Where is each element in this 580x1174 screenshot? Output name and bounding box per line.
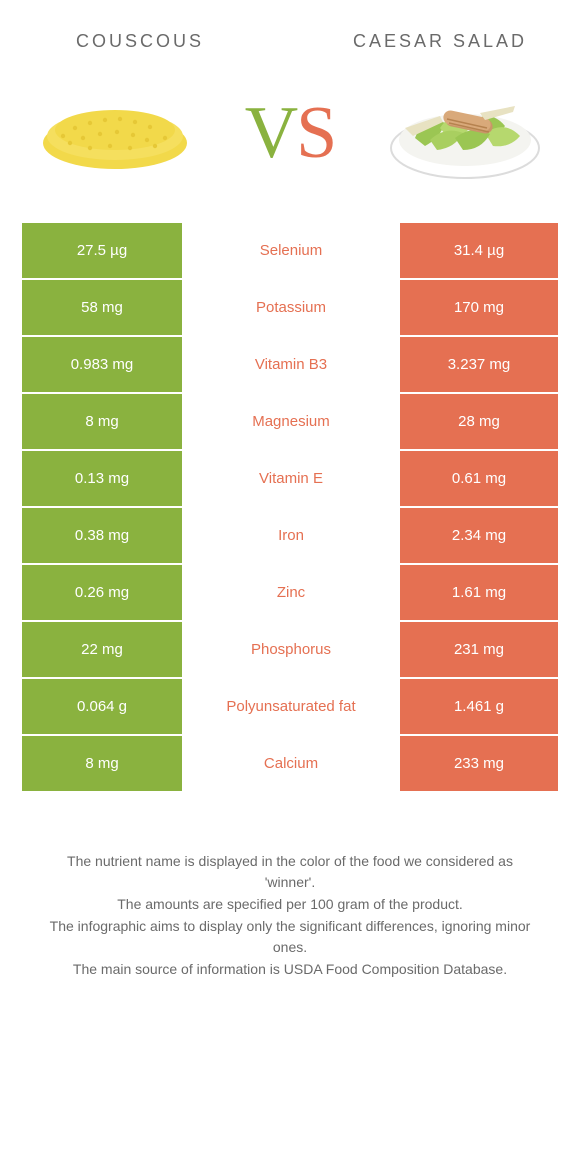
table-row: 8 mgMagnesium28 mg (22, 392, 558, 449)
right-value: 233 mg (398, 736, 558, 791)
footnote-2: The amounts are specified per 100 gram o… (40, 894, 540, 914)
table-row: 0.064 gPolyunsaturated fat1.461 g (22, 677, 558, 734)
right-value: 1.461 g (398, 679, 558, 734)
table-row: 22 mgPhosphorus231 mg (22, 620, 558, 677)
nutrient-label: Selenium (182, 223, 398, 278)
left-value: 0.38 mg (22, 508, 182, 563)
header: COUSCOUS CAESAR SALAD (0, 0, 580, 63)
vs-v: V (245, 91, 296, 176)
right-value: 170 mg (398, 280, 558, 335)
footnote-1: The nutrient name is displayed in the co… (40, 851, 540, 892)
left-value: 0.13 mg (22, 451, 182, 506)
comparison-table: 27.5 µgSelenium31.4 µg58 mgPotassium170 … (22, 223, 558, 791)
vs-label: VS (245, 91, 336, 176)
left-value: 0.26 mg (22, 565, 182, 620)
right-value: 3.237 mg (398, 337, 558, 392)
left-value: 58 mg (22, 280, 182, 335)
table-row: 27.5 µgSelenium31.4 µg (22, 223, 558, 278)
right-value: 28 mg (398, 394, 558, 449)
left-value: 27.5 µg (22, 223, 182, 278)
table-row: 0.38 mgIron2.34 mg (22, 506, 558, 563)
nutrient-label: Phosphorus (182, 622, 398, 677)
right-value: 231 mg (398, 622, 558, 677)
right-value: 2.34 mg (398, 508, 558, 563)
nutrient-label: Iron (182, 508, 398, 563)
left-value: 22 mg (22, 622, 182, 677)
table-row: 8 mgCalcium233 mg (22, 734, 558, 791)
footnote-3: The infographic aims to display only the… (40, 916, 540, 957)
couscous-image (30, 73, 200, 193)
left-food-title: COUSCOUS (40, 30, 240, 53)
nutrient-label: Vitamin E (182, 451, 398, 506)
right-value: 0.61 mg (398, 451, 558, 506)
footnote-4: The main source of information is USDA F… (40, 959, 540, 979)
table-row: 58 mgPotassium170 mg (22, 278, 558, 335)
nutrient-label: Polyunsaturated fat (182, 679, 398, 734)
nutrient-label: Calcium (182, 736, 398, 791)
footnotes: The nutrient name is displayed in the co… (0, 851, 580, 979)
table-row: 0.983 mgVitamin B33.237 mg (22, 335, 558, 392)
right-value: 1.61 mg (398, 565, 558, 620)
nutrient-label: Vitamin B3 (182, 337, 398, 392)
nutrient-label: Magnesium (182, 394, 398, 449)
right-food-title: CAESAR SALAD (340, 30, 540, 53)
right-value: 31.4 µg (398, 223, 558, 278)
nutrient-label: Potassium (182, 280, 398, 335)
caesar-salad-image (380, 73, 550, 193)
left-value: 0.983 mg (22, 337, 182, 392)
images-row: VS (0, 63, 580, 223)
table-row: 0.13 mgVitamin E0.61 mg (22, 449, 558, 506)
left-value: 0.064 g (22, 679, 182, 734)
left-value: 8 mg (22, 736, 182, 791)
nutrient-label: Zinc (182, 565, 398, 620)
vs-s: S (296, 91, 335, 176)
left-value: 8 mg (22, 394, 182, 449)
table-row: 0.26 mgZinc1.61 mg (22, 563, 558, 620)
